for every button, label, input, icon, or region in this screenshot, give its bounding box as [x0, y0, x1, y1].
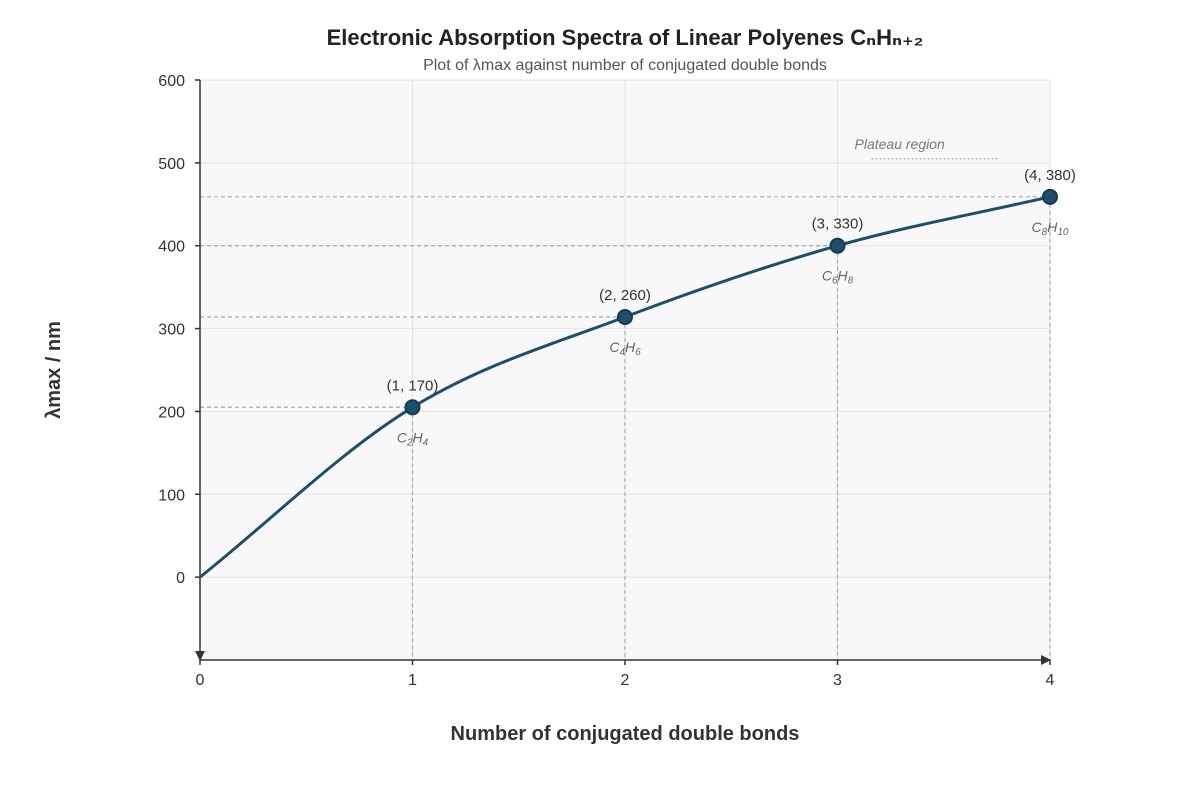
data-point[interactable] [1042, 188, 1058, 205]
formula-subscript: 6 [635, 346, 641, 357]
formula-symbol: H [838, 268, 849, 284]
molecule-formula-label: C4H6 [609, 339, 641, 358]
x-axis-title: Number of conjugated double bonds [451, 723, 800, 745]
formula-subscript: 8 [848, 275, 854, 286]
formula-symbol: H [413, 429, 424, 445]
y-tick-label: 600 [158, 73, 185, 90]
formula-subscript: 10 [1057, 226, 1069, 237]
formula-subscript: 4 [423, 437, 429, 448]
data-point-label: (2, 260) [599, 287, 651, 304]
formula-symbol: C [397, 429, 408, 445]
guide-lines [200, 196, 1051, 660]
y-tick-label: 200 [158, 404, 185, 421]
data-point-label: (3, 330) [812, 216, 864, 233]
formula-subscript: 4 [619, 346, 625, 357]
y-axis-title: λmax / nm [43, 321, 65, 419]
y-tick-label: 100 [158, 487, 185, 504]
labels-layer: (1, 170)C2H4(2, 260)C4H6(3, 330)C6H8(4, … [387, 136, 1076, 448]
chart-subtitle: Plot of λmax against number of conjugate… [423, 57, 827, 74]
data-point[interactable] [617, 308, 633, 325]
axes: 0 100 200 300 400 500 600 0 1 2 3 4 [158, 73, 1054, 689]
formula-subscript: 6 [832, 275, 838, 286]
molecule-formula-label: C6H8 [822, 268, 854, 287]
x-tick-label: 2 [621, 672, 630, 689]
molecule-formula-label: C8H10 [1032, 219, 1069, 238]
x-tick-label: 4 [1046, 672, 1055, 689]
formula-symbol: C [822, 268, 833, 284]
formula-symbol: C [609, 339, 620, 355]
x-tick-label: 1 [408, 672, 417, 689]
x-tick-label: 3 [833, 672, 842, 689]
formula-subscript: 8 [1042, 226, 1048, 237]
plateau-annotation: Plateau region [855, 136, 946, 152]
chart-title: Electronic Absorption Spectra of Linear … [327, 25, 924, 50]
y-tick-label: 300 [158, 322, 185, 339]
points-layer [404, 188, 1058, 416]
molecule-formula-label: C2H4 [397, 429, 429, 448]
data-point[interactable] [404, 399, 421, 416]
y-tick-label: 400 [158, 239, 185, 256]
formula-symbol: C [1032, 219, 1043, 235]
data-point[interactable] [829, 237, 846, 254]
x-tick-label: 0 [196, 672, 205, 689]
formula-symbol: H [1047, 219, 1058, 235]
data-point-label: (4, 380) [1024, 167, 1076, 184]
y-tick-label: 0 [176, 570, 185, 587]
formula-symbol: H [625, 339, 636, 355]
data-point-label: (1, 170) [387, 377, 439, 394]
y-tick-label: 500 [158, 156, 185, 173]
formula-subscript: 2 [406, 437, 413, 448]
